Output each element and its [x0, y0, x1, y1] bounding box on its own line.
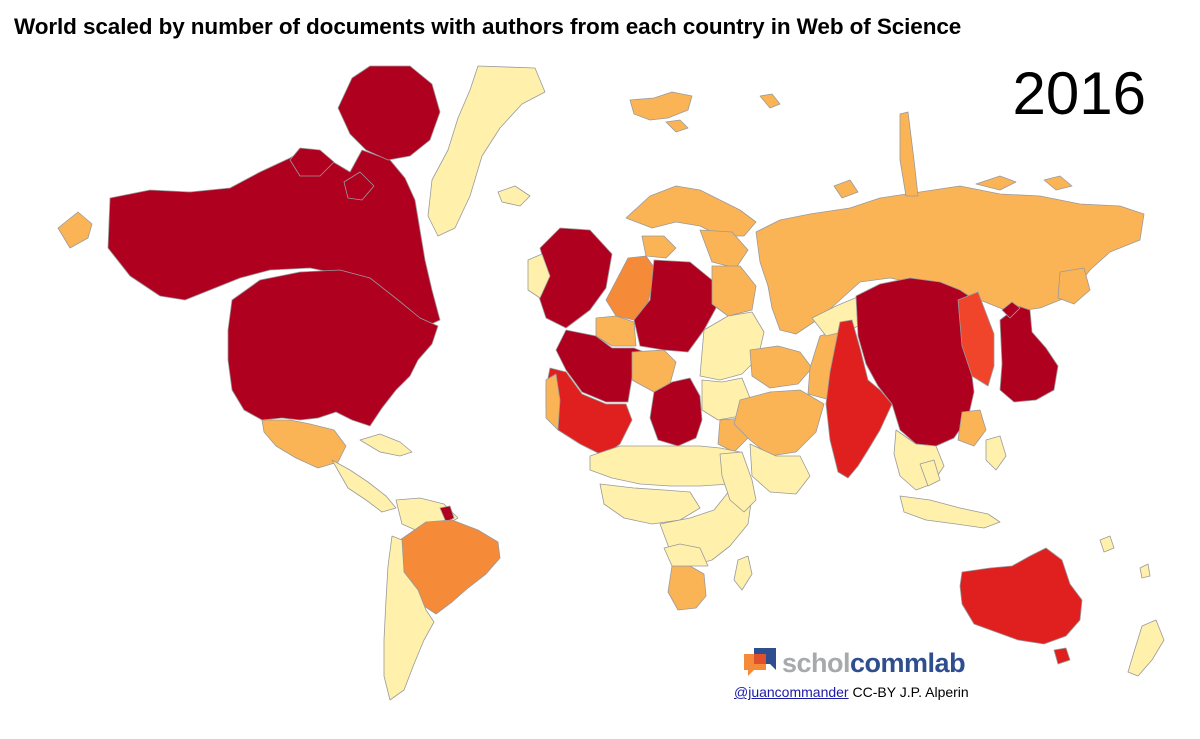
region-svalbard	[759, 93, 781, 109]
region-india	[825, 319, 893, 479]
region-denmark	[641, 235, 677, 259]
region-madagascar	[733, 555, 753, 591]
region-malaysia	[919, 459, 941, 487]
region-ireland	[527, 253, 551, 299]
region-australia	[959, 547, 1083, 645]
region-italy	[649, 377, 703, 447]
region-iceland	[629, 91, 693, 121]
region-france	[555, 329, 645, 403]
brand-name-part2: commlab	[850, 647, 966, 678]
region-southern-africa	[663, 543, 709, 567]
region-alaska	[57, 211, 93, 249]
region-arctic-island-3	[1043, 175, 1073, 191]
region-greenland	[427, 65, 546, 237]
region-russia-east	[1057, 267, 1091, 305]
region-indonesia	[899, 495, 1001, 529]
region-philippines	[985, 435, 1007, 471]
license-text: CC-BY J.P. Alperin	[852, 684, 969, 700]
region-canada-arctic-1	[337, 65, 441, 161]
region-new-zealand	[1127, 619, 1165, 677]
region-pacific-island-1	[1099, 535, 1115, 553]
map-title: World scaled by number of documents with…	[14, 14, 962, 39]
region-south-korea	[957, 291, 995, 387]
brand-name: scholcommlab	[782, 647, 966, 678]
author-handle-link[interactable]: @juancommander	[734, 684, 849, 700]
region-canada-arctic-3	[343, 171, 375, 201]
region-south-america-south	[383, 535, 435, 701]
region-usa	[227, 269, 439, 427]
region-arctic-island-2	[975, 175, 1017, 191]
region-germany	[633, 259, 717, 353]
region-east-africa	[719, 451, 757, 513]
region-arctic-island	[497, 185, 531, 207]
region-japan	[999, 305, 1059, 403]
region-south-africa	[667, 565, 707, 611]
region-poland	[711, 265, 757, 317]
region-japan-north	[1001, 301, 1021, 319]
region-small-island-n	[665, 119, 689, 133]
credit-line: @juancommander CC-BY J.P. Alperin	[734, 684, 969, 700]
region-novaya-zemlya	[899, 111, 919, 197]
region-mexico	[261, 419, 347, 469]
region-turkey	[749, 345, 813, 389]
speech-bubble-icon	[744, 648, 776, 676]
region-caribbean	[359, 433, 413, 457]
region-taiwan	[957, 409, 987, 447]
region-tasmania	[1053, 647, 1071, 665]
region-scandinavia	[625, 185, 757, 237]
region-central-america	[331, 459, 397, 513]
region-west-africa	[599, 483, 701, 525]
region-middle-east	[733, 389, 825, 457]
year-label: 2016	[1012, 60, 1146, 127]
branding-logo: scholcommlab	[744, 647, 966, 678]
region-finland	[699, 229, 749, 269]
region-guiana	[439, 505, 455, 523]
region-canada-arctic-2	[289, 147, 335, 177]
region-portugal	[545, 373, 561, 431]
brand-name-part1: schol	[782, 647, 851, 678]
region-arctic-island-4	[833, 179, 859, 199]
region-arabia	[749, 443, 811, 495]
region-pacific-island-2	[1139, 563, 1151, 579]
